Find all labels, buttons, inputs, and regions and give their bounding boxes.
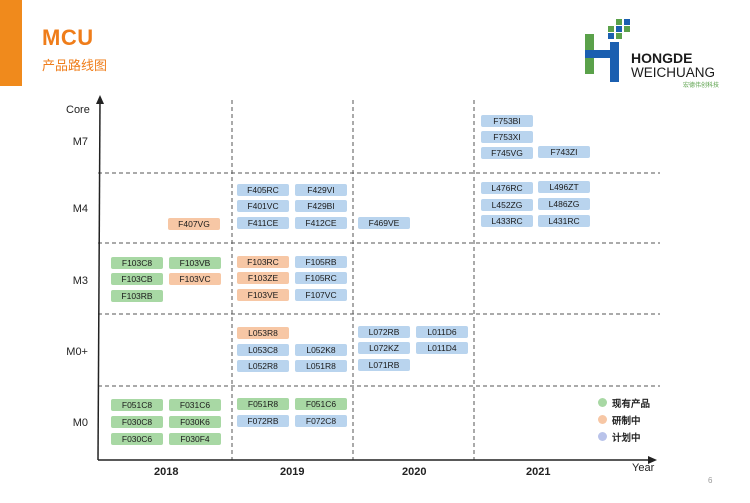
chip-f103vb: F103VB: [169, 257, 221, 269]
page-number: 6: [708, 476, 713, 485]
chip-f051c6: F051C6: [295, 398, 347, 410]
chip-f743zi: F743ZI: [538, 146, 590, 158]
legend-dot-planned: [598, 432, 607, 441]
chip-f745vg: F745VG: [481, 147, 533, 159]
legend-label-existing: 现有产品: [612, 399, 651, 410]
year-label-2021: 2021: [526, 466, 551, 478]
chip-l486zg: L486ZG: [538, 198, 590, 210]
chip-l496zt: L496ZT: [538, 181, 590, 193]
page-title: MCU: [42, 25, 94, 50]
core-label-m0plus: M0+: [66, 346, 88, 358]
chip-f072rb: F072RB: [237, 415, 289, 427]
chip-f030f4: F030F4: [169, 433, 221, 445]
core-label-m0: M0: [72, 417, 88, 429]
x-axis-title: Year: [632, 462, 655, 474]
chip-f107vc: F107VC: [295, 289, 347, 301]
chip-f405rc: F405RC: [237, 184, 289, 196]
chip-l011d4: L011D4: [416, 342, 468, 354]
chip-f103c8: F103C8: [111, 257, 163, 269]
core-label-m3: M3: [72, 275, 88, 287]
accent-bar: [0, 0, 22, 86]
chip-l431rc: L431RC: [538, 215, 590, 227]
chip-f753xi: F753XI: [481, 131, 533, 143]
chip-l052k8: L052K8: [295, 344, 347, 356]
chip-f030k6: F030K6: [169, 416, 221, 428]
chip-f407vg: F407VG: [168, 218, 220, 230]
chip-f411ce: F411CE: [237, 217, 289, 229]
logo-text-weichuang: WEICHUANG: [631, 65, 715, 80]
chip-l053r8: L053R8: [237, 327, 289, 339]
core-label-m4: M4: [72, 203, 88, 215]
logo-text-chinese: 宏德伟创科技: [683, 83, 720, 89]
chip-f429vi: F429VI: [295, 184, 347, 196]
chip-f103vc: F103VC: [169, 273, 221, 285]
chip-f103cb: F103CB: [111, 273, 163, 285]
page-subtitle: 产品路线图: [42, 58, 108, 73]
chip-l011d6: L011D6: [416, 326, 468, 338]
legend-dot-in-development: [598, 415, 607, 424]
chip-f030c8: F030C8: [111, 416, 163, 428]
chip-f030c6: F030C6: [111, 433, 163, 445]
chip-l452zg: L452ZG: [481, 199, 533, 211]
year-label-2018: 2018: [154, 466, 179, 478]
legend-label-planned: 计划中: [612, 433, 641, 444]
chip-f401vc: F401VC: [237, 200, 289, 212]
chip-f469ve: F469VE: [358, 217, 410, 229]
chip-f103rb: F103RB: [111, 290, 163, 302]
legend-label-in-development: 研制中: [612, 416, 641, 427]
chip-l051r8: L051R8: [295, 360, 347, 372]
chip-f103rc: F103RC: [237, 256, 289, 268]
chip-l053c8: L053C8: [237, 344, 289, 356]
year-label-2020: 2020: [402, 466, 427, 478]
legend-dot-existing: [598, 398, 607, 407]
chip-f105rb: F105RB: [295, 256, 347, 268]
chip-l071rb: L071RB: [358, 359, 410, 371]
y-axis-title: Core: [66, 104, 90, 116]
chip-f051c8: F051C8: [111, 399, 163, 411]
chip-f429bi: F429BI: [295, 200, 347, 212]
chip-f051r8: F051R8: [237, 398, 289, 410]
chip-l052r8: L052R8: [237, 360, 289, 372]
logo-text-hongde: HONGDE: [631, 50, 693, 66]
chip-f031c6: F031C6: [169, 399, 221, 411]
chip-l072rb: L072RB: [358, 326, 410, 338]
chip-f412ce: F412CE: [295, 217, 347, 229]
core-label-m7: M7: [72, 136, 88, 148]
chip-f072c8: F072C8: [295, 415, 347, 427]
chip-l072kz: L072KZ: [358, 342, 410, 354]
chip-f753bi: F753BI: [481, 115, 533, 127]
year-label-2019: 2019: [280, 466, 305, 478]
chip-l476rc: L476RC: [481, 182, 533, 194]
company-logo: [585, 19, 630, 82]
chip-f103ve: F103VE: [237, 289, 289, 301]
chip-l433rc: L433RC: [481, 215, 533, 227]
chip-f103ze: F103ZE: [237, 272, 289, 284]
chip-f105rc: F105RC: [295, 272, 347, 284]
